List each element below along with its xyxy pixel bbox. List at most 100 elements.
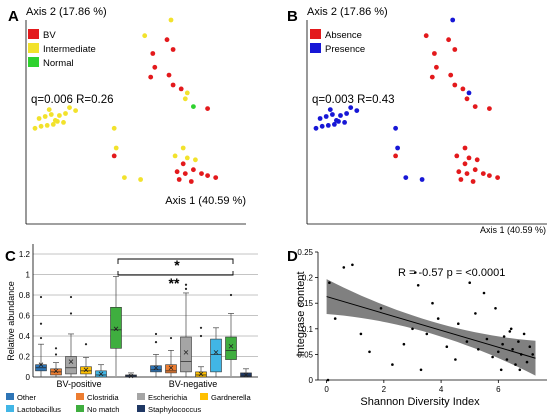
legend-swatch-normal: [28, 57, 39, 67]
box-body: [210, 338, 222, 373]
box-no-match: [225, 293, 237, 376]
pcoa-point: [342, 120, 347, 125]
pcoa-point: [166, 72, 172, 78]
data-point: [511, 348, 514, 351]
panel-a-stat: q=0.006 R=0.26: [31, 94, 114, 106]
outlier-point: [154, 332, 158, 336]
pcoa-point: [462, 161, 468, 167]
pcoa-point: [354, 108, 360, 113]
legend-label-bv: BV: [43, 30, 56, 41]
pcoa-point: [174, 169, 180, 175]
outlier-point: [169, 336, 173, 340]
pcoa-point: [142, 33, 148, 39]
pcoa-point: [458, 177, 464, 182]
outlier-point: [39, 336, 43, 340]
legend-label-normal: Normal: [43, 58, 74, 69]
pcoa-point: [393, 153, 398, 159]
legend-label-intermediate: Intermediate: [43, 44, 96, 55]
mean-marker: [228, 343, 234, 349]
box-body: [165, 364, 177, 374]
pcoa-point: [191, 167, 196, 173]
box-clostridia: [50, 347, 62, 377]
outlier-point: [39, 295, 43, 299]
data-point: [457, 322, 460, 326]
data-point: [514, 363, 517, 366]
legend-label-other: Other: [17, 393, 36, 402]
pcoa-point: [429, 74, 435, 80]
panel-b-ylabel: Axis 2 (17.86 %): [307, 6, 388, 18]
pcoa-point: [448, 72, 454, 78]
data-point: [491, 355, 494, 359]
mean-marker: [98, 371, 104, 377]
box-body: [180, 336, 192, 373]
legend-swatch-other: [6, 393, 14, 400]
y-tick-label: 0: [309, 376, 314, 385]
pcoa-point: [403, 175, 409, 181]
data-point: [416, 284, 420, 287]
pcoa-point: [170, 82, 176, 88]
pcoa-point: [73, 108, 78, 113]
panel-letter-b: B: [287, 8, 298, 25]
data-point: [431, 301, 434, 305]
data-point: [477, 348, 480, 351]
legend-label-absence: Absence: [325, 30, 362, 41]
legend-swatch-staphylococcus: [137, 405, 145, 412]
panel-d-ylabel: Integrase content: [295, 271, 307, 356]
legend-swatch-lactobacillus: [6, 405, 14, 412]
data-point: [454, 358, 457, 361]
pcoa-point: [152, 64, 158, 70]
pcoa-point: [113, 145, 119, 151]
pcoa-point: [168, 17, 174, 23]
pcoa-point: [32, 125, 38, 131]
mean-marker: [243, 372, 249, 378]
pcoa-point: [323, 114, 329, 119]
pcoa-point: [393, 125, 398, 131]
legend-label-gardnerella: Gardnerella: [211, 393, 251, 402]
pcoa-point: [184, 90, 190, 96]
box-other: [150, 332, 162, 377]
panel-letter-a: A: [8, 8, 19, 25]
y-tick-label: 1.2: [19, 250, 31, 259]
legend-label-staphylococcus: Staphylococcus: [148, 405, 201, 414]
pcoa-point: [148, 74, 154, 80]
pcoa-point: [180, 161, 186, 167]
panel-d-xlabel: Shannon Diversity Index: [360, 396, 480, 408]
mean-marker: [153, 365, 159, 371]
regression-line: [326, 296, 536, 359]
box-body: [150, 365, 162, 373]
pcoa-point: [111, 153, 117, 159]
pcoa-point: [327, 107, 333, 112]
box-clostridia: [165, 336, 177, 377]
pcoa-point: [432, 51, 437, 56]
panel-b-stat: q=0.003 R=0.43: [312, 94, 395, 106]
y-tick-label: 0.4: [19, 332, 31, 341]
pcoa-point: [423, 33, 429, 39]
pcoa-point: [184, 155, 190, 161]
legend-label-presence: Presence: [325, 44, 365, 55]
box-no-match: [110, 276, 122, 376]
data-point: [494, 307, 497, 310]
panel-a: A Axis 2 (17.86 %) Axis 1 (40.59 %) BV I…: [8, 6, 246, 225]
panel-a-xlabel: Axis 1 (40.59 %): [165, 195, 246, 207]
outlier-point: [199, 334, 203, 338]
data-point: [351, 263, 354, 267]
data-point: [436, 317, 440, 320]
pcoa-point: [334, 118, 339, 123]
legend-label-clostridia: Clostridia: [87, 393, 119, 402]
box-staphylococcus: [240, 368, 252, 378]
pcoa-point: [472, 104, 478, 109]
mean-marker: [168, 365, 174, 371]
pcoa-point: [36, 116, 42, 121]
data-point: [505, 358, 509, 361]
pcoa-point: [446, 37, 451, 43]
pcoa-point: [205, 173, 211, 179]
outlier-point: [69, 312, 73, 315]
pcoa-point: [57, 113, 62, 118]
legend-swatch-escherichia: [137, 393, 145, 400]
pcoa-point: [44, 123, 50, 128]
data-point: [509, 327, 513, 331]
pcoa-point: [330, 112, 335, 117]
data-point: [519, 353, 523, 356]
group-label-bv-negative: BV-negative: [169, 379, 218, 389]
panel-d-stat: R = -0.57 p = <0.0001: [398, 267, 505, 279]
